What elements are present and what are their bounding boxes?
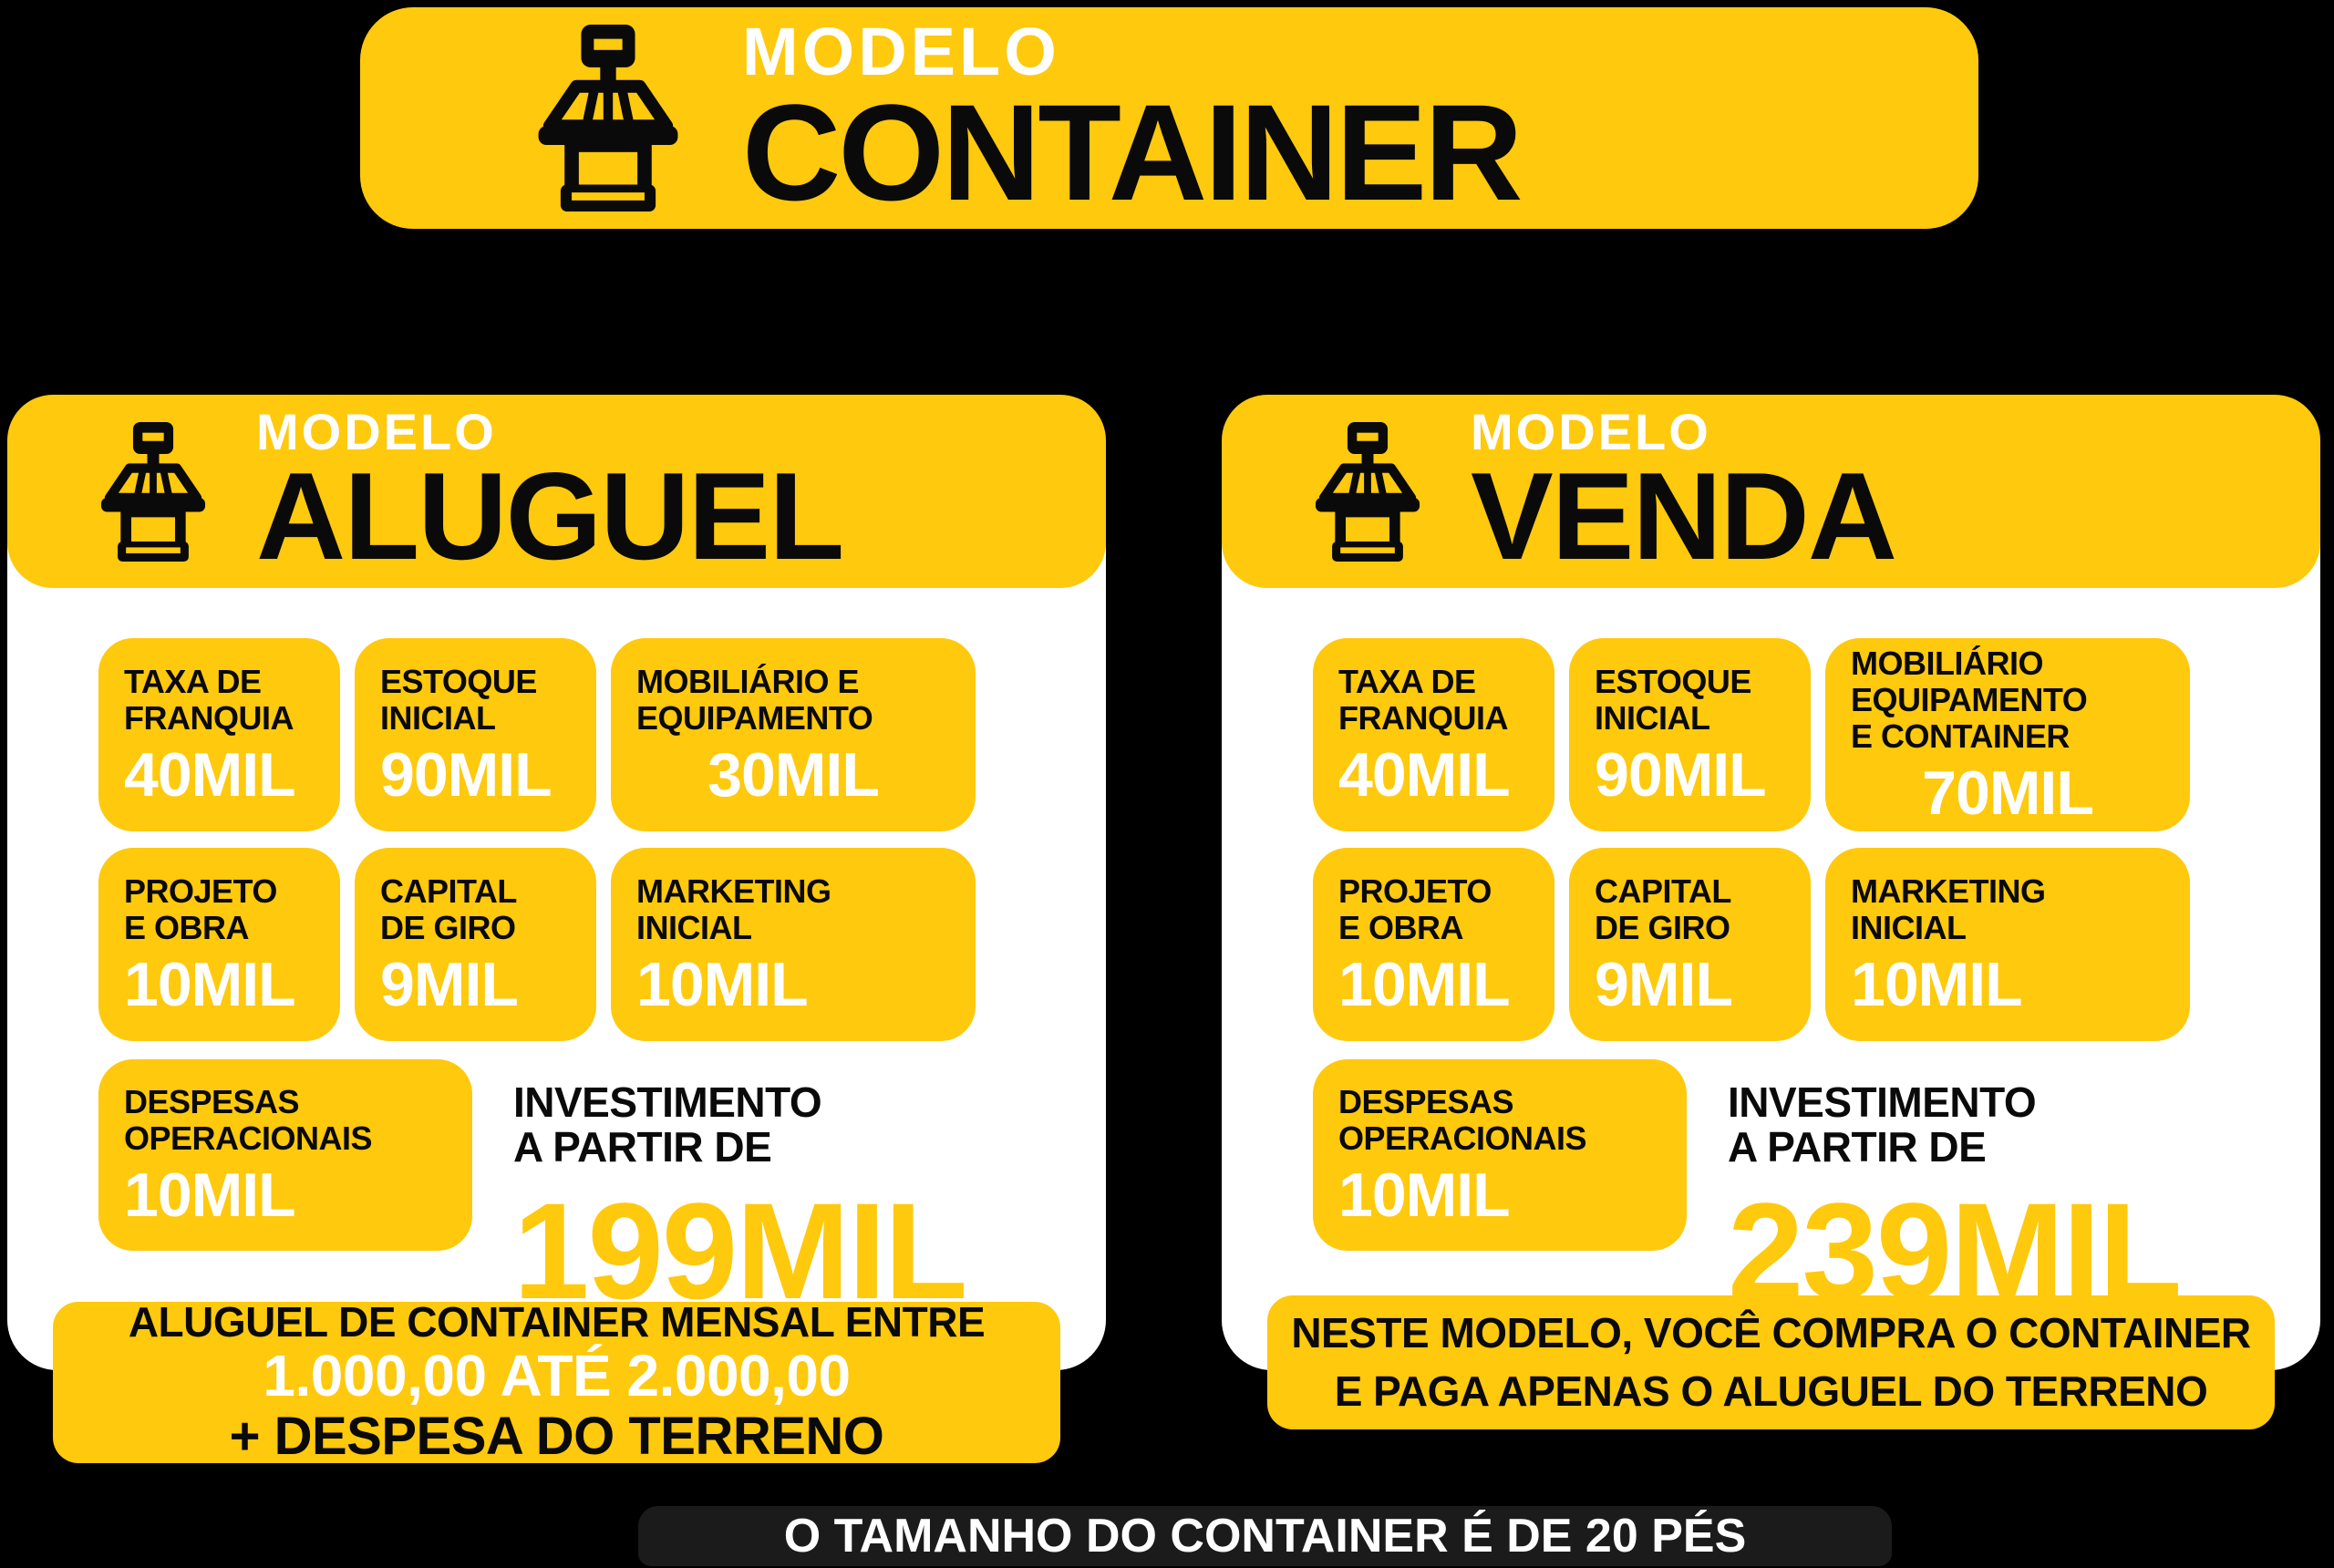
tile-label: TAXA DE FRANQUIA (124, 662, 294, 737)
card-header-text: MODELO VENDA (1471, 403, 1897, 586)
header-kicker: MODELO (742, 14, 1060, 90)
tile-value: 40MIL (124, 740, 296, 810)
tile-label: CAPITAL DE GIRO (1595, 872, 1731, 946)
header-title: CONTAINER (742, 76, 1523, 230)
card-kicker: MODELO (256, 403, 497, 461)
tile-label: MOBILIÁRIO EQUIPAMENTO E CONTAINER (1851, 644, 2088, 756)
tile-value: 10MIL (1851, 950, 2023, 1020)
tile-capital-giro: CAPITAL DE GIRO 9MIL (355, 848, 596, 1041)
tile-value: 90MIL (380, 740, 553, 810)
tile-value: 10MIL (1338, 950, 1511, 1020)
tile-label: CAPITAL DE GIRO (380, 872, 517, 946)
tile-label: ESTOQUE INICIAL (1595, 662, 1751, 737)
header-text: MODELO CONTAINER (742, 14, 1523, 230)
tile-mobiliario-equipamento: MOBILIÁRIO E EQUIPAMENTO 30MIL (611, 638, 976, 831)
tile-label: PROJETO E OBRA (124, 872, 277, 946)
tile-estoque-inicial: ESTOQUE INICIAL 90MIL (1569, 638, 1811, 831)
investment-label: INVESTIMENTO A PARTIR DE (1728, 1078, 2037, 1171)
tile-marketing-inicial: MARKETING INICIAL 10MIL (1825, 848, 2190, 1041)
card-header-text: MODELO ALUGUEL (256, 403, 844, 586)
tile-label: TAXA DE FRANQUIA (1338, 662, 1508, 737)
tile-taxa-franquia: TAXA DE FRANQUIA 40MIL (98, 638, 340, 831)
footer-text: O TAMANHO DO CONTAINER É DE 20 PÉS (783, 1510, 1747, 1563)
footnote-line2: E PAGA APENAS O ALUGUEL DO TERRENO (1334, 1367, 2208, 1415)
tile-mobiliario-equipamento-container: MOBILIÁRIO EQUIPAMENTO E CONTAINER 70MIL (1825, 638, 2190, 831)
storefront-icon (94, 422, 212, 562)
tile-value: 9MIL (380, 950, 519, 1020)
tile-label: PROJETO E OBRA (1338, 872, 1492, 946)
tile-label: MOBILIÁRIO E EQUIPAMENTO (636, 662, 873, 737)
card-kicker: MODELO (1471, 403, 1711, 461)
tile-value: 70MIL (1922, 758, 2094, 829)
footer-size-note: O TAMANHO DO CONTAINER É DE 20 PÉS (638, 1506, 1892, 1566)
tile-capital-giro: CAPITAL DE GIRO 9MIL (1569, 848, 1811, 1041)
tile-value: 40MIL (1338, 740, 1511, 810)
cost-tiles-grid: TAXA DE FRANQUIA 40MIL ESTOQUE INICIAL 9… (1313, 638, 2190, 1041)
investment-label: INVESTIMENTO A PARTIR DE (513, 1078, 822, 1171)
cost-tiles-grid: TAXA DE FRANQUIA 40MIL ESTOQUE INICIAL 9… (98, 638, 976, 1041)
tile-label: MARKETING INICIAL (1851, 872, 2046, 946)
footnote-bar-aluguel: ALUGUEL DE CONTAINER MENSAL ENTRE 1.000,… (53, 1297, 1060, 1466)
tile-value: 9MIL (1595, 950, 1733, 1020)
tile-value: 10MIL (124, 1161, 296, 1231)
tile-projeto-obra: PROJETO E OBRA 10MIL (98, 848, 340, 1041)
tile-despesas-operacionais: DESPESAS OPERACIONAIS 10MIL (1313, 1059, 1687, 1251)
card-title: ALUGUEL (256, 447, 844, 586)
storefront-icon (529, 25, 687, 211)
investment-block: INVESTIMENTO A PARTIR DE 199MIL (513, 1078, 968, 1327)
tile-projeto-obra: PROJETO E OBRA 10MIL (1313, 848, 1554, 1041)
tile-taxa-franquia: TAXA DE FRANQUIA 40MIL (1313, 638, 1554, 831)
tile-value: 10MIL (636, 950, 809, 1020)
card-title: VENDA (1471, 447, 1897, 586)
card-modelo-aluguel: MODELO ALUGUEL TAXA DE FRANQUIA 40MIL ES… (7, 395, 1106, 1470)
tile-label: ESTOQUE INICIAL (380, 662, 537, 737)
footnote-line1: NESTE MODELO, VOCÊ COMPRA O CONTAINER (1291, 1308, 2251, 1357)
footnote-bar-venda: NESTE MODELO, VOCÊ COMPRA O CONTAINER E … (1267, 1295, 2275, 1429)
card-header-venda: MODELO VENDA (1222, 395, 2320, 588)
tile-estoque-inicial: ESTOQUE INICIAL 90MIL (355, 638, 596, 831)
tile-value: 90MIL (1595, 740, 1767, 810)
tile-label: DESPESAS OPERACIONAIS (1338, 1082, 1587, 1157)
tile-label: MARKETING INICIAL (636, 872, 831, 946)
card-modelo-venda: MODELO VENDA TAXA DE FRANQUIA 40MIL ESTO… (1222, 395, 2320, 1470)
storefront-icon (1308, 422, 1427, 562)
footnote-line2: 1.000,00 ATÉ 2.000,00 (263, 1343, 851, 1409)
tile-marketing-inicial: MARKETING INICIAL 10MIL (611, 848, 976, 1041)
card-header-aluguel: MODELO ALUGUEL (7, 395, 1106, 588)
footnote-line1: ALUGUEL DE CONTAINER MENSAL ENTRE (128, 1297, 986, 1346)
tile-value: 10MIL (1338, 1161, 1511, 1231)
footnote-line3: + DESPESA DO TERRENO (229, 1406, 884, 1466)
tile-label: DESPESAS OPERACIONAIS (124, 1082, 373, 1157)
investment-value: 199MIL (513, 1173, 968, 1327)
tile-value: 10MIL (124, 950, 296, 1020)
tile-value: 30MIL (707, 740, 880, 810)
investment-block: INVESTIMENTO A PARTIR DE 239MIL (1728, 1078, 2183, 1319)
header-banner: MODELO CONTAINER (360, 7, 1978, 229)
tile-despesas-operacionais: DESPESAS OPERACIONAIS 10MIL (98, 1059, 472, 1251)
